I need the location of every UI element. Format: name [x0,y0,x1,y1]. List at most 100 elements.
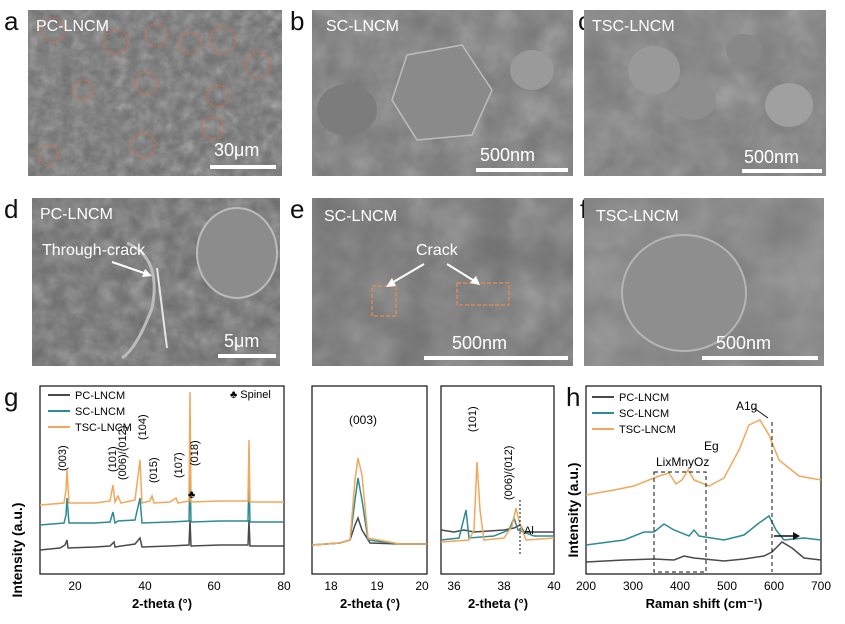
zoom101-peak-101: (101) [467,406,479,432]
panel-letter-e: e [290,194,305,224]
zoom101-series-pc [440,524,554,533]
scale-bar-label-d: 5μm [224,331,260,351]
zoom101-series-tsc [440,461,555,543]
xrd-xtick-80: 80 [277,579,291,593]
sem-image-b: SC-LNCM 500nm [312,10,573,176]
raman-peak-eg: Eg [704,439,719,453]
xrd-peak-018: (018) [189,440,201,466]
scale-bar-c [742,169,822,173]
raman-peak-a1g: A1g [736,399,757,413]
zoom003-xlabel: 2-theta (°) [340,596,400,611]
panel-letter-f: f [580,196,587,222]
raman-peak-lixmnyoz: LixMnyOz [656,455,709,469]
xrd-chart: Intensity (a.u.) (003) (101) (006)/(012)… [9,385,291,611]
sem-texture-c [584,10,826,176]
sem-texture-e [312,198,573,366]
raman-legend: PC-LNCM SC-LNCM TSC-LNCM [592,392,676,436]
raman-xlabel: Raman shift (cm⁻¹) [646,596,763,611]
zoom003-series-pc [311,515,427,546]
sem-texture-b [312,10,573,176]
sem-image-f: TSC-LNCM 500nm [584,198,824,366]
raman-xtick-200: 200 [576,579,596,593]
xrd-peak-104: (104) [137,414,149,440]
xrd-series-tsc [39,391,284,506]
raman-xtick-300: 300 [623,579,643,593]
sem-texture-a [28,10,282,176]
zoom003-peak-label: (003) [349,413,377,427]
zoom101-xlabel: 2-theta (°) [468,596,528,611]
zoom101-peak-006-012: (006)/(012) [503,446,515,500]
panel-letter-a: a [4,6,19,36]
raman-lixmnyoz-region [653,471,707,573]
zoom003-frame [311,385,428,575]
scale-bar-f [702,356,818,360]
raman-series-pc [585,541,822,563]
zoom101-xtick-36: 36 [447,579,461,593]
zoom003-xtick-18: 18 [324,579,338,593]
scale-bar-label-a: 30μm [214,140,260,160]
annotation-crack: Crack [416,242,458,259]
zoom101-series-sc [440,509,554,541]
xrd-peak-015: (015) [148,457,160,483]
raman-legend-pc: PC-LNCM [619,392,669,404]
sample-label-c: TSC-LNCM [592,18,675,35]
xrd-series-sc [39,469,284,526]
raman-a1g-arrow [753,407,769,419]
scale-bar-label-c: 500nm [744,147,800,167]
scale-bar-label-f: 500nm [716,333,772,353]
raman-xtick-700: 700 [811,579,831,593]
zoom101-xtick-40: 40 [547,579,561,593]
xrd-legend-sc: SC-LNCM [75,406,125,418]
zoom101-xtick-38: 38 [497,579,511,593]
sample-label-f: TSC-LNCM [596,208,679,225]
xrd-xtick-40: 40 [138,579,152,593]
raman-legend-sc: SC-LNCM [619,408,669,420]
spinel-marker-icon: ♣ [188,489,195,501]
xrd-zoom-003-chart: (003) 18 19 20 2-theta (°) [311,385,429,611]
zoom003-series-tsc [311,457,427,546]
xrd-peak-003: (003) [57,445,69,471]
sem-image-e: SC-LNCM Crack 500nm [312,198,573,366]
xrd-legend-tsc: TSC-LNCM [75,422,132,434]
xrd-plot-frame [39,385,285,575]
xrd-legend: PC-LNCM SC-LNCM TSC-LNCM ♣ Spinel [48,389,271,434]
scale-bar-d [218,354,276,358]
sem-image-a: PC-LNCM 30μm [28,10,282,176]
xrd-peak-107: (107) [173,452,185,478]
xrd-xtick-20: 20 [68,579,82,593]
zoom003-xtick-19: 19 [370,579,384,593]
xrd-peak-101: (101) [107,446,119,472]
xrd-zoom-101-chart: (101) (006)/(012) Al 36 38 40 2-theta (°… [440,385,561,611]
sample-label-a: PC-LNCM [36,18,109,35]
sem-texture-f [584,198,824,366]
zoom003-series-sc [311,477,427,546]
sample-label-d: PC-LNCM [40,206,113,223]
zoom101-frame [440,385,555,575]
sample-label-e: SC-LNCM [324,208,397,225]
zoom003-xtick-20: 20 [415,579,429,593]
panel-letter-h: h [566,382,581,412]
xrd-series-pc [39,519,284,551]
raman-shift-arrow-head [793,532,800,540]
sample-label-b: SC-LNCM [326,18,399,35]
xrd-legend-spinel: ♣ Spinel [230,389,271,401]
scale-bar-label-e: 500nm [452,333,508,353]
panel-letter-b: b [290,6,305,36]
raman-chart: Intensity (a.u.) LixMnyOz Eg A1g PC-LNCM… [565,385,831,611]
xrd-legend-pc: PC-LNCM [75,390,125,402]
xrd-xtick-60: 60 [207,579,221,593]
raman-legend-tsc: TSC-LNCM [619,424,676,436]
scale-bar-e [424,356,568,360]
sem-image-d: PC-LNCM Through-crack 5μm [32,198,280,366]
scale-bar-a [210,165,276,169]
raman-xtick-500: 500 [717,579,737,593]
raman-series-sc [585,514,822,546]
xrd-xlabel: 2-theta (°) [132,596,192,611]
scale-bar-label-b: 500nm [480,145,536,165]
panel-letter-g: g [4,382,19,412]
raman-xtick-400: 400 [670,579,690,593]
sem-texture-d [32,198,280,366]
panel-letter-d: d [4,194,19,224]
scale-bar-b [476,168,568,172]
arrow-through-crack [111,261,152,277]
